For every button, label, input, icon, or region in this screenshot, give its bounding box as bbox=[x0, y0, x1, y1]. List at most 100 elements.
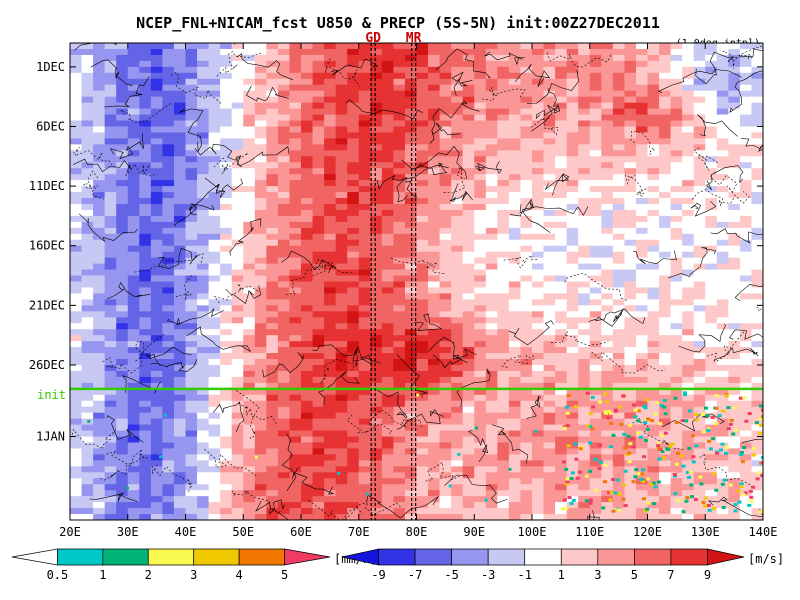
heat-cell bbox=[185, 317, 198, 324]
heat-cell bbox=[485, 382, 498, 390]
heat-cell bbox=[104, 448, 117, 455]
heat-cell bbox=[555, 215, 568, 223]
heat-cell bbox=[451, 323, 464, 330]
heat-cell bbox=[739, 496, 752, 503]
heat-cell bbox=[647, 84, 660, 92]
heat-cell bbox=[347, 180, 360, 187]
heat-cell bbox=[693, 43, 706, 50]
heat-cell bbox=[324, 430, 337, 437]
heat-cell bbox=[428, 120, 440, 127]
heat-cell bbox=[485, 376, 498, 384]
precip-cell bbox=[681, 510, 686, 514]
heat-cell bbox=[693, 168, 706, 175]
heat-cell bbox=[589, 180, 602, 187]
heat-cell bbox=[70, 84, 82, 92]
heat-cell bbox=[139, 430, 152, 437]
heat-cell bbox=[589, 114, 602, 121]
heat-cell bbox=[508, 341, 521, 348]
heat-cell bbox=[670, 96, 683, 104]
heat-cell bbox=[659, 126, 671, 133]
heat-cell bbox=[647, 144, 660, 151]
heat-cell bbox=[532, 192, 544, 199]
heat-cell bbox=[231, 263, 244, 270]
heat-cell bbox=[266, 287, 279, 294]
heat-cell bbox=[451, 287, 464, 294]
heat-cell bbox=[647, 269, 660, 276]
heat-cell bbox=[393, 466, 406, 473]
contour-line bbox=[376, 164, 449, 190]
heat-cell bbox=[347, 394, 360, 402]
heat-cell bbox=[173, 132, 186, 139]
heat-cell bbox=[543, 215, 556, 223]
heat-cell bbox=[231, 394, 244, 402]
heat-cell bbox=[716, 293, 729, 300]
heat-cell bbox=[243, 54, 256, 62]
heat-cell bbox=[81, 180, 94, 187]
heat-cell bbox=[393, 126, 406, 133]
heat-cell bbox=[601, 299, 614, 306]
heat-cell bbox=[254, 311, 267, 318]
heat-cell bbox=[497, 239, 510, 247]
heat-cell bbox=[301, 120, 313, 127]
heat-cell bbox=[578, 156, 591, 163]
heat-cell bbox=[197, 490, 209, 497]
heat-cell bbox=[243, 281, 256, 288]
heat-cell bbox=[358, 221, 371, 229]
heat-cell bbox=[485, 353, 498, 360]
heat-cell bbox=[451, 138, 464, 145]
heat-cell bbox=[301, 424, 313, 431]
heat-cell bbox=[566, 502, 579, 509]
heat-cell bbox=[462, 174, 475, 181]
heat-cell bbox=[173, 209, 186, 217]
heat-cell bbox=[670, 376, 683, 384]
heat-cell bbox=[601, 84, 614, 92]
heat-cell bbox=[670, 329, 683, 336]
heat-cell bbox=[566, 341, 579, 348]
heat-cell bbox=[601, 508, 614, 515]
heat-cell bbox=[682, 370, 695, 378]
heat-cell bbox=[508, 514, 521, 520]
heat-cell bbox=[381, 84, 394, 92]
heat-cell bbox=[335, 335, 348, 342]
heat-cell bbox=[693, 448, 706, 455]
heat-cell bbox=[243, 162, 256, 169]
heat-cell bbox=[659, 514, 671, 520]
heat-cell bbox=[428, 84, 440, 92]
heat-cell bbox=[474, 436, 487, 443]
heat-cell bbox=[301, 90, 313, 98]
heat-cell bbox=[162, 156, 175, 163]
heat-cell bbox=[428, 132, 440, 139]
heat-cell bbox=[693, 400, 706, 408]
heat-cell bbox=[555, 251, 568, 259]
heat-cell bbox=[520, 198, 533, 205]
heat-cell bbox=[520, 209, 533, 217]
heat-cell bbox=[566, 221, 579, 229]
heat-cell bbox=[254, 96, 267, 104]
heat-cell bbox=[439, 484, 452, 491]
heat-cell bbox=[612, 108, 625, 115]
heat-cell bbox=[208, 490, 221, 497]
heat-cell bbox=[497, 400, 510, 408]
heat-cell bbox=[485, 502, 498, 509]
heat-cell bbox=[393, 180, 406, 187]
heat-cell bbox=[301, 478, 313, 485]
heat-cell bbox=[127, 341, 140, 348]
heat-cell bbox=[277, 186, 290, 193]
heat-cell bbox=[578, 269, 591, 276]
heat-cell bbox=[173, 454, 186, 461]
heat-cell bbox=[751, 233, 763, 241]
heat-cell bbox=[601, 275, 614, 282]
heat-cell bbox=[162, 394, 175, 402]
heat-cell bbox=[705, 66, 718, 74]
heat-cell bbox=[116, 293, 129, 300]
heat-cell bbox=[162, 466, 175, 473]
heat-cell bbox=[358, 54, 371, 62]
heat-cell bbox=[474, 84, 487, 92]
heat-cell bbox=[416, 138, 429, 145]
heat-cell bbox=[312, 478, 325, 485]
heat-cell bbox=[381, 370, 394, 378]
heat-cell bbox=[659, 281, 671, 288]
heat-cell bbox=[127, 144, 140, 151]
heat-cell bbox=[81, 269, 94, 276]
